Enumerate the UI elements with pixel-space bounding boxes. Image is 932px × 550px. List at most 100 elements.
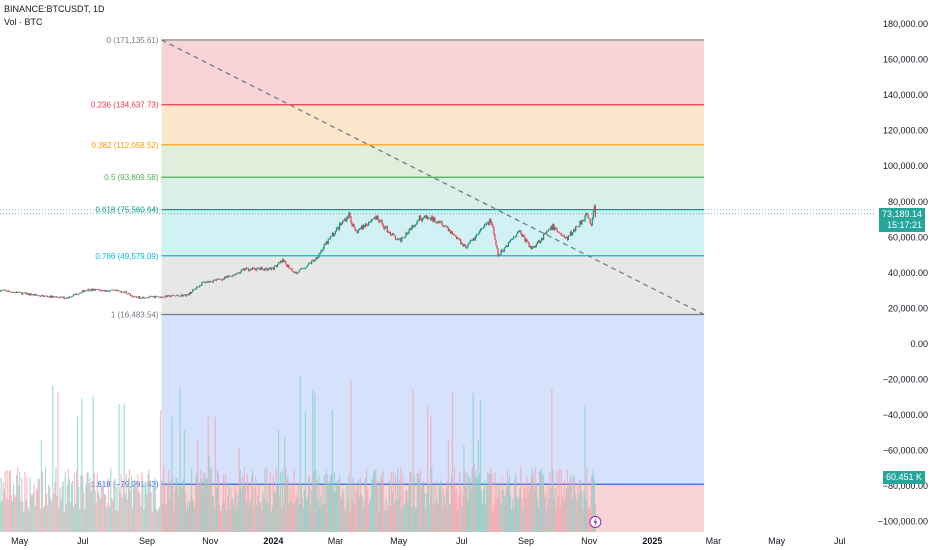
volume-bar xyxy=(347,500,349,532)
candle-body xyxy=(105,290,107,292)
volume-bar xyxy=(160,480,163,532)
candle-body xyxy=(204,281,206,284)
volume-bar xyxy=(217,473,220,532)
candle-body xyxy=(500,249,502,255)
volume-bar xyxy=(321,485,323,532)
candle-body xyxy=(80,293,82,294)
volume-bar xyxy=(349,511,351,532)
volume-bar xyxy=(59,487,61,532)
volume-bar xyxy=(446,480,448,532)
candle-body xyxy=(556,228,558,232)
candle-body xyxy=(547,230,549,232)
volume-bar xyxy=(485,505,487,532)
volume-bar xyxy=(375,469,377,532)
volume-bar xyxy=(329,476,331,532)
candle-body xyxy=(315,257,317,261)
candle-body xyxy=(329,236,331,239)
volume-bar xyxy=(473,464,475,532)
candle-body xyxy=(11,292,14,293)
candle-body xyxy=(350,216,352,223)
volume-bar xyxy=(277,429,280,532)
volume-bar xyxy=(229,510,231,532)
candle-body xyxy=(180,294,182,297)
candle-body xyxy=(242,268,244,270)
candle-body xyxy=(366,225,369,226)
candle-body xyxy=(52,296,54,298)
volume-bar xyxy=(135,480,137,532)
volume-bar xyxy=(540,468,543,532)
volume-bar xyxy=(464,470,466,532)
candle-body xyxy=(525,239,527,242)
candle-body xyxy=(440,221,442,223)
volume-bar xyxy=(53,493,55,532)
candle-body xyxy=(427,215,429,220)
candle-body xyxy=(405,232,407,237)
candle-body xyxy=(128,293,131,294)
candle-body xyxy=(325,241,327,245)
candle-body xyxy=(491,222,493,225)
volume-bar xyxy=(239,470,241,532)
candle-body xyxy=(67,297,69,299)
candle-body xyxy=(368,222,370,226)
candle-body xyxy=(363,224,366,227)
volume-bar xyxy=(590,476,592,532)
volume-bar xyxy=(463,445,465,532)
volume-bar xyxy=(535,483,537,532)
volume-bar xyxy=(164,481,166,532)
volume-bar xyxy=(226,510,228,532)
candle-body xyxy=(238,272,240,274)
candle-body xyxy=(337,227,340,230)
candle-body xyxy=(252,267,254,270)
volume-bar xyxy=(354,482,356,532)
candle-body xyxy=(463,244,465,247)
volume-bar xyxy=(115,509,117,532)
volume-bar xyxy=(72,507,75,532)
volume-bar xyxy=(174,489,176,532)
volume-bar xyxy=(532,474,534,532)
volume-bar xyxy=(309,475,311,532)
volume-bar xyxy=(266,467,268,532)
volume-bar xyxy=(574,478,576,532)
volume-bar xyxy=(587,509,589,532)
candle-body xyxy=(50,295,52,298)
candle-body xyxy=(576,226,578,227)
candle-body xyxy=(169,295,171,298)
volume-bar xyxy=(269,472,271,532)
volume-bar xyxy=(337,479,340,532)
volume-bar xyxy=(411,506,413,532)
candle-body xyxy=(510,239,513,241)
volume-bar xyxy=(93,473,95,532)
volume-bar xyxy=(314,393,316,532)
candle-body xyxy=(529,245,531,248)
candle-body xyxy=(29,293,31,296)
candle-body xyxy=(94,289,96,291)
candle-body xyxy=(187,294,190,296)
x-tick-label: Mar xyxy=(706,536,722,546)
candle-body xyxy=(538,240,541,243)
volume-bar xyxy=(204,473,206,532)
volume-bar xyxy=(346,483,348,532)
volume-bar xyxy=(437,503,439,532)
candle-body xyxy=(95,289,97,290)
candle-body xyxy=(188,292,191,296)
candle-body xyxy=(189,292,192,294)
candle-body xyxy=(294,271,296,273)
volume-bar xyxy=(357,479,359,532)
candle-body xyxy=(96,289,98,290)
volume-bar xyxy=(13,494,16,532)
volume-bar xyxy=(249,500,252,532)
volume-bar xyxy=(82,475,84,532)
volume-bar xyxy=(287,476,289,532)
volume-bar xyxy=(334,491,337,532)
candle-body xyxy=(365,223,368,226)
volume-bar xyxy=(407,500,409,532)
candle-body xyxy=(51,295,53,298)
candle-body xyxy=(391,233,394,236)
volume-bar xyxy=(283,502,285,532)
volume-bar xyxy=(410,472,412,532)
volume-bar xyxy=(416,473,418,532)
candle-body xyxy=(470,240,472,241)
candle-body xyxy=(452,234,455,235)
candle-body xyxy=(514,236,516,238)
